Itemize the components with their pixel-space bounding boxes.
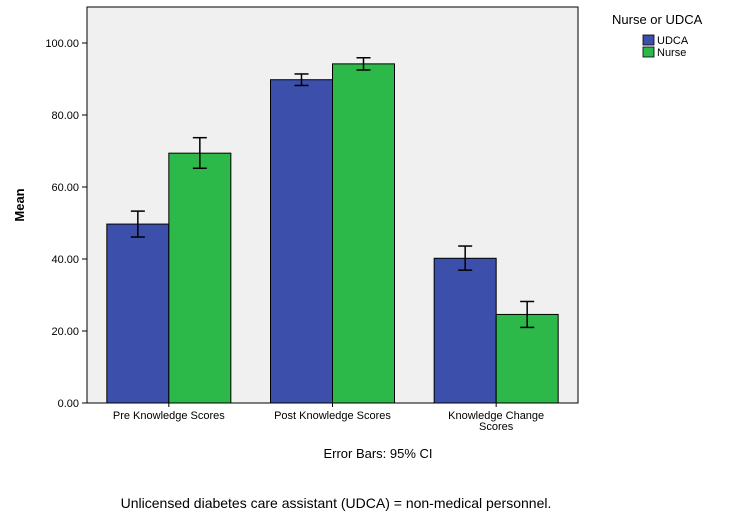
error-bar-udca-2 xyxy=(458,245,473,271)
error-bars xyxy=(130,57,535,329)
x-tick-label: Scores xyxy=(479,421,514,433)
y-axis-ticks: 0.00 20.00 40.00 60.00 80.00 100.00 xyxy=(45,38,87,410)
x-axis-ticks: Pre Knowledge Scores Post Knowledge Score… xyxy=(113,403,544,433)
x-tick-label: Pre Knowledge Scores xyxy=(113,410,225,422)
bar-nurse-0 xyxy=(168,152,232,404)
legend-label-nurse: Nurse xyxy=(657,47,686,59)
y-tick-label: 80.00 xyxy=(51,110,79,122)
x-tick-label: Post Knowledge Scores xyxy=(274,410,391,422)
y-tick-label: 40.00 xyxy=(51,254,79,266)
error-bar-udca-1 xyxy=(294,73,309,87)
bar-nurse-1 xyxy=(332,63,395,404)
legend: Nurse or UDCA UDCA Nurse xyxy=(612,12,703,59)
y-tick-label: 100.00 xyxy=(45,38,79,50)
y-tick-label: 0.00 xyxy=(58,398,79,410)
error-bar-nurse-2 xyxy=(520,300,535,329)
bar-udca-2 xyxy=(433,257,497,404)
error-bar-note: Error Bars: 95% CI xyxy=(323,446,432,461)
bar-udca-0 xyxy=(106,223,170,404)
legend-swatch-udca xyxy=(642,34,655,46)
legend-title: Nurse or UDCA xyxy=(612,12,703,27)
footnote: Unlicensed diabetes care assistant (UDCA… xyxy=(121,495,552,511)
x-tick-label: Knowledge Change xyxy=(448,410,544,422)
legend-swatch-nurse xyxy=(642,46,655,58)
bar-udca-1 xyxy=(270,79,333,404)
error-bar-nurse-1 xyxy=(356,57,371,71)
y-tick-label: 60.00 xyxy=(51,182,79,194)
bar-nurse-2 xyxy=(495,313,559,404)
y-tick-label: 20.00 xyxy=(51,326,79,338)
error-bar-nurse-0 xyxy=(192,136,207,170)
y-axis-title: Mean xyxy=(12,188,27,221)
legend-label-udca: UDCA xyxy=(657,35,689,47)
error-bar-udca-0 xyxy=(130,210,145,238)
